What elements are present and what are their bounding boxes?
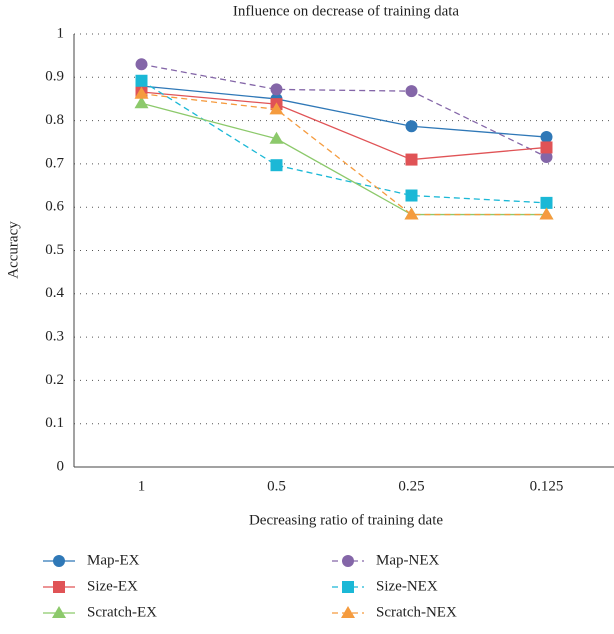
series-line bbox=[141, 63, 547, 158]
marker bbox=[134, 96, 149, 109]
y-tick-label: 1 bbox=[57, 25, 65, 41]
legend-label: Scratch-EX bbox=[87, 604, 157, 620]
marker bbox=[405, 85, 418, 98]
series-line bbox=[141, 91, 547, 161]
y-tick-label: 0.8 bbox=[45, 112, 64, 128]
y-tick-label: 0.3 bbox=[45, 329, 64, 345]
y-tick-label: 0.1 bbox=[45, 415, 64, 431]
marker bbox=[53, 581, 65, 593]
marker bbox=[53, 555, 65, 567]
marker bbox=[135, 74, 148, 87]
series-line bbox=[141, 80, 547, 204]
series-line bbox=[141, 102, 547, 216]
marker bbox=[341, 606, 355, 618]
legend-label: Map-EX bbox=[87, 552, 140, 568]
legend-label: Scratch-NEX bbox=[376, 604, 457, 620]
marker bbox=[539, 207, 554, 220]
marker bbox=[269, 131, 284, 144]
marker bbox=[540, 141, 553, 154]
legend-label: Size-NEX bbox=[376, 578, 438, 594]
marker bbox=[135, 58, 148, 71]
marker bbox=[270, 159, 283, 172]
marker bbox=[52, 606, 66, 618]
marker bbox=[540, 131, 553, 144]
series-line bbox=[141, 93, 547, 216]
x-tick-label: 0.125 bbox=[530, 478, 564, 494]
legend-label: Size-EX bbox=[87, 578, 138, 594]
marker bbox=[134, 86, 149, 99]
chart-title: Influence on decrease of training data bbox=[233, 3, 459, 19]
marker bbox=[540, 196, 553, 209]
marker bbox=[269, 102, 284, 115]
y-tick-label: 0 bbox=[57, 458, 65, 474]
y-tick-label: 0.2 bbox=[45, 372, 64, 388]
x-axis-label: Decreasing ratio of training date bbox=[249, 512, 443, 528]
x-tick-label: 0.25 bbox=[398, 478, 424, 494]
marker bbox=[342, 581, 354, 593]
marker bbox=[404, 207, 419, 220]
y-tick-label: 0.7 bbox=[45, 155, 64, 171]
marker bbox=[405, 153, 418, 166]
x-tick-label: 1 bbox=[138, 478, 146, 494]
marker bbox=[540, 150, 553, 163]
y-tick-label: 0.9 bbox=[45, 69, 64, 85]
marker bbox=[270, 83, 283, 96]
y-axis-label: Accuracy bbox=[5, 221, 21, 279]
marker bbox=[405, 189, 418, 202]
y-tick-label: 0.6 bbox=[45, 199, 64, 215]
x-tick-label: 0.5 bbox=[267, 478, 286, 494]
legend-label: Map-NEX bbox=[376, 552, 439, 568]
series-line bbox=[141, 85, 547, 138]
marker bbox=[405, 120, 418, 133]
y-tick-label: 0.4 bbox=[45, 285, 64, 301]
y-tick-label: 0.5 bbox=[45, 242, 64, 258]
marker bbox=[342, 555, 354, 567]
